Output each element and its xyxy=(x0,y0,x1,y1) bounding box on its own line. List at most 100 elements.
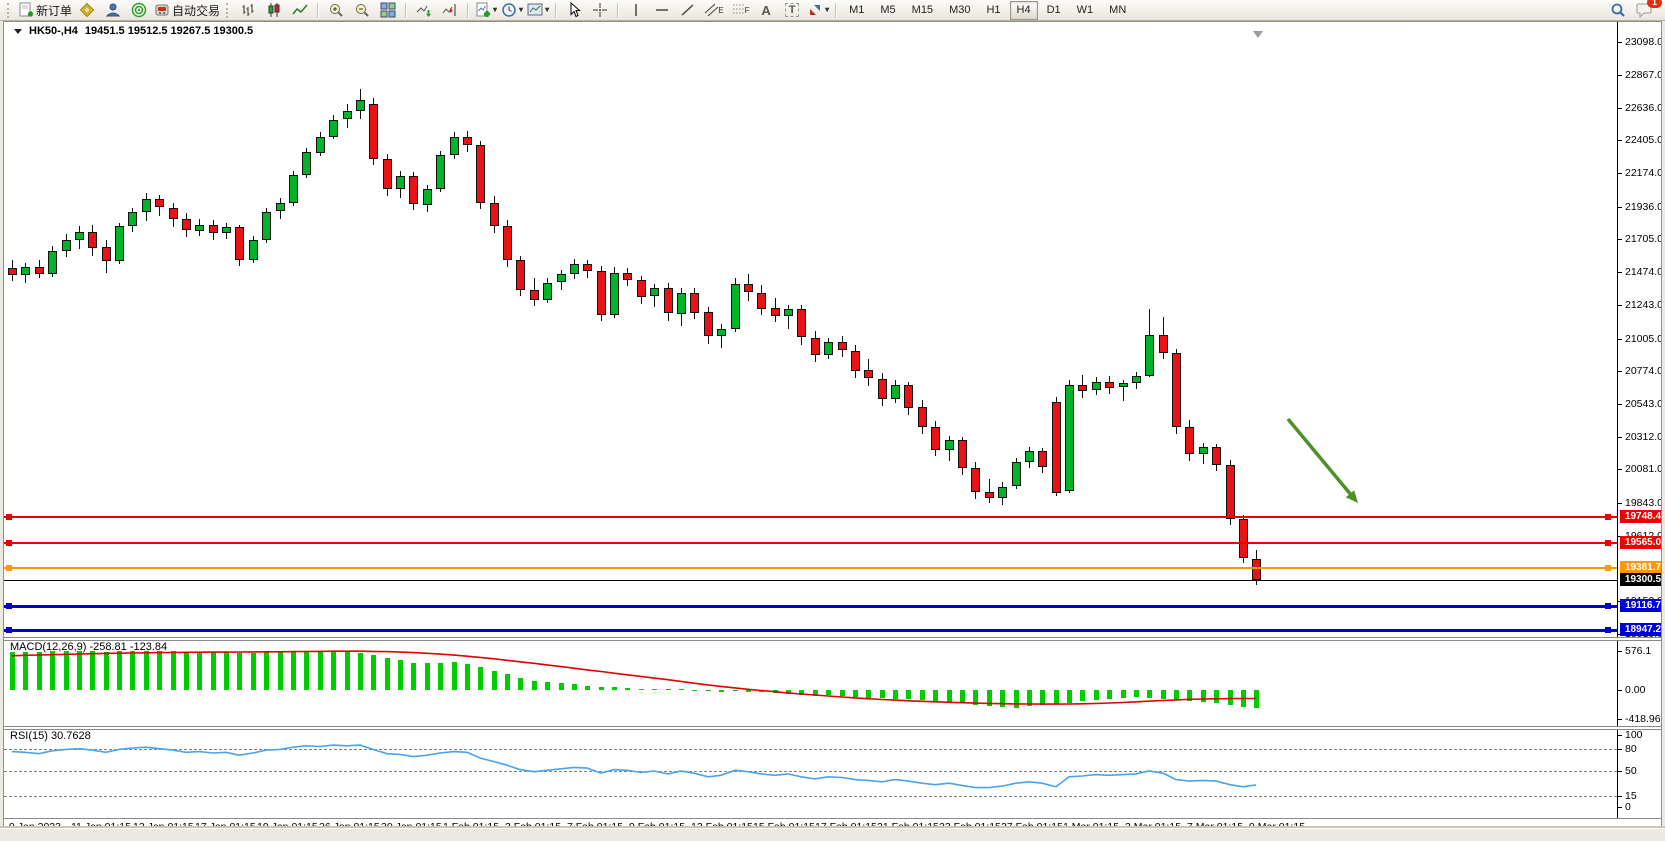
trendline-tool[interactable] xyxy=(675,1,701,20)
cursor-icon xyxy=(570,2,581,18)
zoom-out-button[interactable] xyxy=(349,1,375,20)
search-button[interactable] xyxy=(1605,1,1631,20)
candle-body xyxy=(369,104,378,159)
macd-histogram-bar xyxy=(197,652,202,690)
tile-windows-icon xyxy=(380,2,396,18)
candlestick-chart-button[interactable] xyxy=(261,1,287,20)
rsi-axis-tick xyxy=(1617,749,1622,750)
candle-body xyxy=(811,338,820,355)
timeframe-M5[interactable]: M5 xyxy=(880,3,896,16)
time-axis-label: 13 Feb 01:15 xyxy=(691,821,753,828)
fibonacci-tool[interactable]: F xyxy=(727,1,753,20)
autotrading-button[interactable]: 自动交易 xyxy=(152,1,222,20)
candle-body xyxy=(356,100,365,111)
indicators-button[interactable]: ▾ xyxy=(473,1,499,20)
macd-histogram-bar xyxy=(465,664,470,690)
price-tick-label: 20543.0 xyxy=(1625,398,1661,410)
line-handle-left[interactable] xyxy=(6,627,12,633)
templates-dropdown-caret[interactable]: ▾ xyxy=(545,5,550,14)
candle-body xyxy=(985,492,994,498)
trend-arrow-annotation[interactable] xyxy=(1274,412,1384,522)
line-handle-right[interactable] xyxy=(1605,514,1611,520)
notifications-button[interactable]: 1 xyxy=(1631,0,1662,20)
arrows-tool[interactable]: ▾ xyxy=(805,1,831,20)
horizontal-line-tool[interactable] xyxy=(649,1,675,20)
chart-title: HK50-,H4 19451.5 19512.5 19267.5 19300.5 xyxy=(14,25,253,37)
timeframe-M30[interactable]: M30 xyxy=(949,3,971,16)
arrows-dropdown-caret[interactable]: ▾ xyxy=(825,5,830,14)
navigator-button[interactable] xyxy=(100,1,126,20)
chart-plot-area[interactable]: HK50-,H4 19451.5 19512.5 19267.5 19300.5… xyxy=(4,22,1661,828)
line-handle-right[interactable] xyxy=(1605,540,1611,546)
line-handle-left[interactable] xyxy=(6,514,12,520)
zoom-in-button[interactable] xyxy=(323,1,349,20)
pane-divider[interactable] xyxy=(4,637,1661,641)
indicators-dropdown-caret[interactable]: ▾ xyxy=(493,5,498,14)
horizontal-line-19565.0[interactable] xyxy=(4,542,1617,544)
horizontal-line-18947.2[interactable] xyxy=(4,629,1617,632)
toolbar-separator xyxy=(405,2,408,18)
timeframe-W1[interactable]: W1 xyxy=(1076,3,1094,16)
line-handle-left[interactable] xyxy=(6,540,12,546)
candle-body xyxy=(717,329,726,336)
periods-dropdown-caret[interactable]: ▾ xyxy=(519,5,524,14)
auto-scroll-button[interactable] xyxy=(411,1,437,20)
templates-button[interactable]: ▾ xyxy=(525,1,551,20)
market-watch-button[interactable] xyxy=(74,1,100,20)
price-line-label-19381.7: 19381.7 xyxy=(1620,561,1661,574)
timeframe-M1[interactable]: M1 xyxy=(849,3,865,16)
timeframe-M15[interactable]: M15 xyxy=(911,3,934,16)
bar-chart-button[interactable] xyxy=(235,1,261,20)
chart-dropdown-icon[interactable] xyxy=(14,28,22,34)
line-handle-left[interactable] xyxy=(6,603,12,609)
timeframe-D1[interactable]: D1 xyxy=(1046,3,1061,16)
text-tool[interactable]: A xyxy=(753,1,779,20)
timeframe-H4[interactable]: H4 xyxy=(1009,0,1038,20)
candle-body xyxy=(918,407,927,427)
timeframe-MN[interactable]: MN xyxy=(1109,3,1127,16)
candle-body xyxy=(102,247,111,261)
horizontal-line-19116.7[interactable] xyxy=(4,605,1617,608)
time-axis-label: 13 Jan 01:15 xyxy=(133,821,194,828)
price-tick-label: 23098.0 xyxy=(1625,36,1661,48)
line-chart-button[interactable] xyxy=(287,1,313,20)
pane-divider[interactable] xyxy=(4,726,1661,730)
tile-windows-button[interactable] xyxy=(375,1,401,20)
candle-body xyxy=(998,487,1007,498)
macd-histogram-bar xyxy=(1121,690,1126,698)
vertical-line-tool[interactable] xyxy=(623,1,649,20)
candle-body xyxy=(1078,385,1087,391)
macd-histogram-bar xyxy=(719,690,724,692)
arrows-icon xyxy=(810,5,821,15)
auto-scroll-icon xyxy=(416,5,432,17)
candle-body xyxy=(1172,353,1181,427)
price-tick-label: 22405.0 xyxy=(1625,134,1661,146)
chart-shift-button[interactable] xyxy=(437,1,463,20)
candle-body xyxy=(1132,376,1141,383)
price-tick xyxy=(1617,108,1622,109)
price-tick xyxy=(1617,371,1622,372)
chart-shift-marker[interactable] xyxy=(1253,31,1263,38)
macd-axis-label: 0.00 xyxy=(1625,684,1646,696)
horizontal-line-19748.4[interactable] xyxy=(4,516,1617,518)
price-tick-label: 21705.0 xyxy=(1625,233,1661,245)
text-label-tool[interactable]: T xyxy=(779,1,805,20)
line-handle-right[interactable] xyxy=(1605,565,1611,571)
line-handle-left[interactable] xyxy=(6,565,12,571)
equidistant-channel-tool[interactable]: E xyxy=(701,1,727,20)
terminal-button[interactable] xyxy=(126,1,152,20)
horizontal-line-19381.7[interactable] xyxy=(4,567,1617,569)
macd-histogram-bar xyxy=(1161,690,1166,699)
time-axis-label: 7 Feb 01:15 xyxy=(567,821,624,828)
cursor-tool-button[interactable] xyxy=(561,1,587,20)
horizontal-line-19300.5[interactable] xyxy=(4,580,1617,581)
periods-button[interactable]: ▾ xyxy=(499,1,525,20)
terminal-icon xyxy=(131,2,147,18)
timeframe-H1[interactable]: H1 xyxy=(986,3,1001,16)
line-handle-right[interactable] xyxy=(1605,627,1611,633)
price-tick-label: 20081.0 xyxy=(1625,463,1661,475)
line-handle-right[interactable] xyxy=(1605,603,1611,609)
crosshair-tool-button[interactable] xyxy=(587,1,613,20)
new-order-button[interactable]: 新订单 xyxy=(16,1,74,20)
price-line-label-19748.4: 19748.4 xyxy=(1620,510,1661,523)
